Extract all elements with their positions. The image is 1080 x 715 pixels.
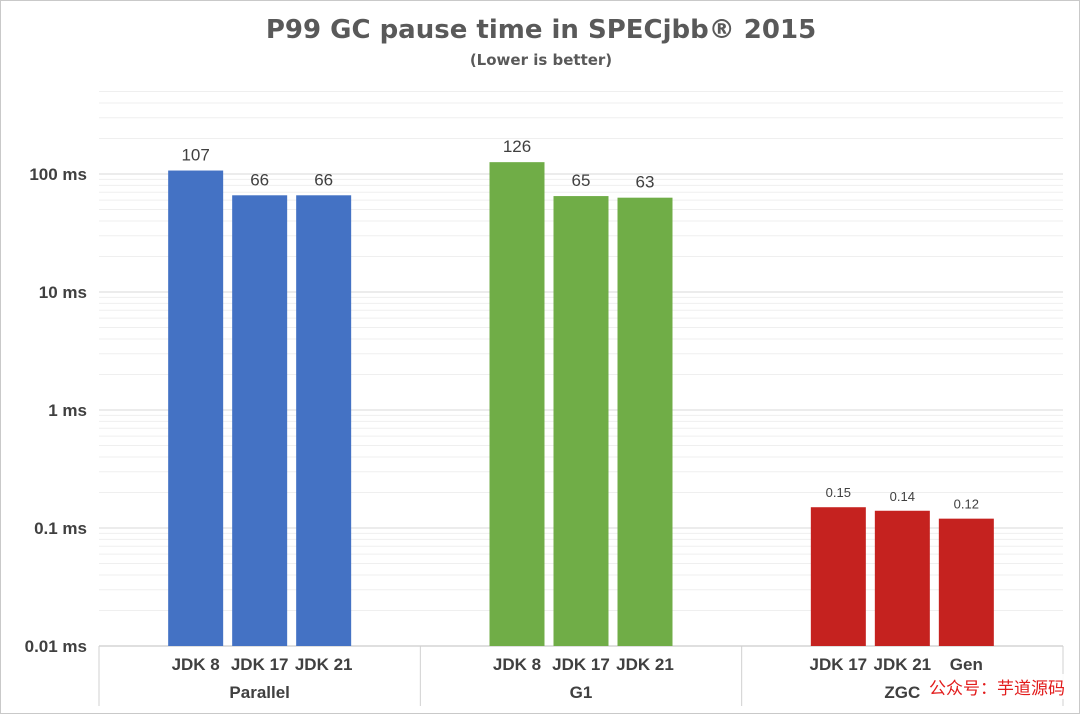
- labels: 100 ms 10 ms 1 ms 0.1 ms 0.01 ms 107 JDK 8 66 JD…: [25, 137, 983, 702]
- x-tick-label: JDK 21: [616, 655, 674, 674]
- x-tick-label: JDK 17: [810, 655, 868, 674]
- y-tick-label: 1 ms: [48, 401, 87, 420]
- bar: [938, 518, 994, 646]
- y-tick-label: 0.1 ms: [34, 519, 87, 538]
- bar: [810, 507, 866, 646]
- bars: [168, 162, 994, 647]
- x-tick-label: JDK 17: [552, 655, 610, 674]
- chart-title: P99 GC pause time in SPECjbb® 2015: [265, 15, 817, 45]
- bar: [168, 170, 224, 646]
- bar: [232, 195, 288, 646]
- x-tick-label: JDK 8: [493, 655, 541, 674]
- y-tick-label: 0.01 ms: [25, 637, 87, 656]
- y-tick-label: 100 ms: [29, 165, 87, 184]
- bar: [296, 195, 352, 646]
- bar: [489, 162, 545, 646]
- data-label: 0.12: [954, 497, 979, 512]
- data-label: 0.14: [890, 489, 915, 504]
- bar: [874, 510, 930, 646]
- data-label: 66: [250, 170, 269, 189]
- bar: [553, 196, 609, 646]
- data-label: 107: [181, 146, 209, 165]
- x-tick-label: Gen: [950, 655, 983, 674]
- group-label: G1: [570, 683, 593, 702]
- y-tick-label: 10 ms: [39, 283, 87, 302]
- chart-subtitle: (Lower is better): [469, 51, 613, 69]
- x-tick-label: JDK 21: [295, 655, 353, 674]
- group-label: ZGC: [884, 683, 920, 702]
- x-tick-label: JDK 8: [172, 655, 220, 674]
- data-label: 126: [503, 137, 531, 156]
- data-label: 0.15: [826, 485, 851, 500]
- bar: [617, 197, 673, 647]
- group-label: Parallel: [229, 683, 290, 702]
- x-tick-label: JDK 17: [231, 655, 289, 674]
- watermark: 公众号：芋道源码: [927, 674, 1067, 699]
- x-tick-label: JDK 21: [874, 655, 932, 674]
- data-label: 66: [314, 170, 333, 189]
- data-label: 63: [636, 173, 655, 192]
- data-label: 65: [572, 171, 591, 190]
